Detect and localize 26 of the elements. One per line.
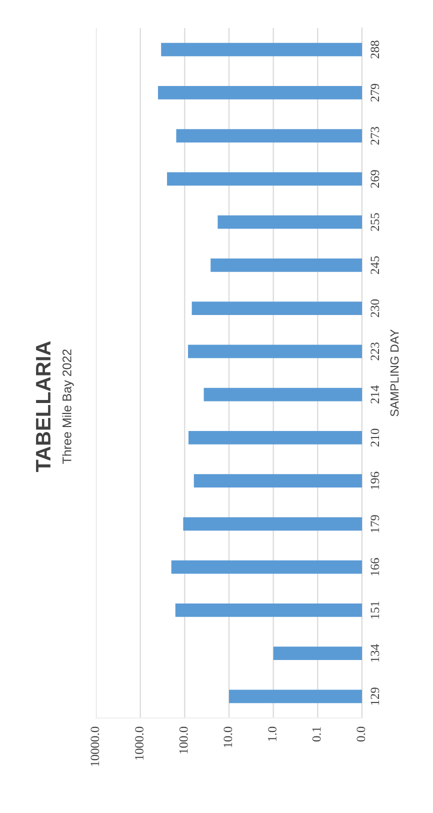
y-tick-label: 279 <box>370 84 380 102</box>
x-tick-label: 0.1 <box>312 727 321 742</box>
x-tick-label: 0.0 <box>356 726 366 742</box>
y-tick-label: 196 <box>370 472 380 490</box>
y-tick-label: 245 <box>370 256 380 274</box>
text: TABELLARIA <box>36 341 50 472</box>
y-tick-label: 223 <box>370 342 380 360</box>
y-tick-label: 288 <box>370 40 380 58</box>
x-tick-label: 10.0 <box>224 726 232 748</box>
y-tick-label: 151 <box>370 602 380 618</box>
y-tick-label: 214 <box>370 385 380 404</box>
x-tick-label: 100.0 <box>179 726 188 754</box>
y-tick-label: 210 <box>370 428 380 447</box>
y-tick-label: 179 <box>370 515 380 532</box>
x-tick-label: 1.0 <box>268 726 277 741</box>
y-tick-label: 134 <box>370 644 380 662</box>
text: Three Mile Bay 2022 <box>62 349 74 464</box>
x-tick-label: 1000.0 <box>135 726 144 760</box>
x-tick-label: 10000.0 <box>90 726 100 766</box>
y-axis-title: SAMPLING DAY <box>390 329 399 416</box>
y-tick-label: 255 <box>370 213 380 231</box>
y-tick-label: 166 <box>370 558 380 576</box>
y-tick-label: 269 <box>370 170 380 188</box>
y-tick-label: 273 <box>370 126 380 145</box>
y-tick-label: 230 <box>370 299 380 318</box>
y-tick-label: 129 <box>370 688 380 705</box>
